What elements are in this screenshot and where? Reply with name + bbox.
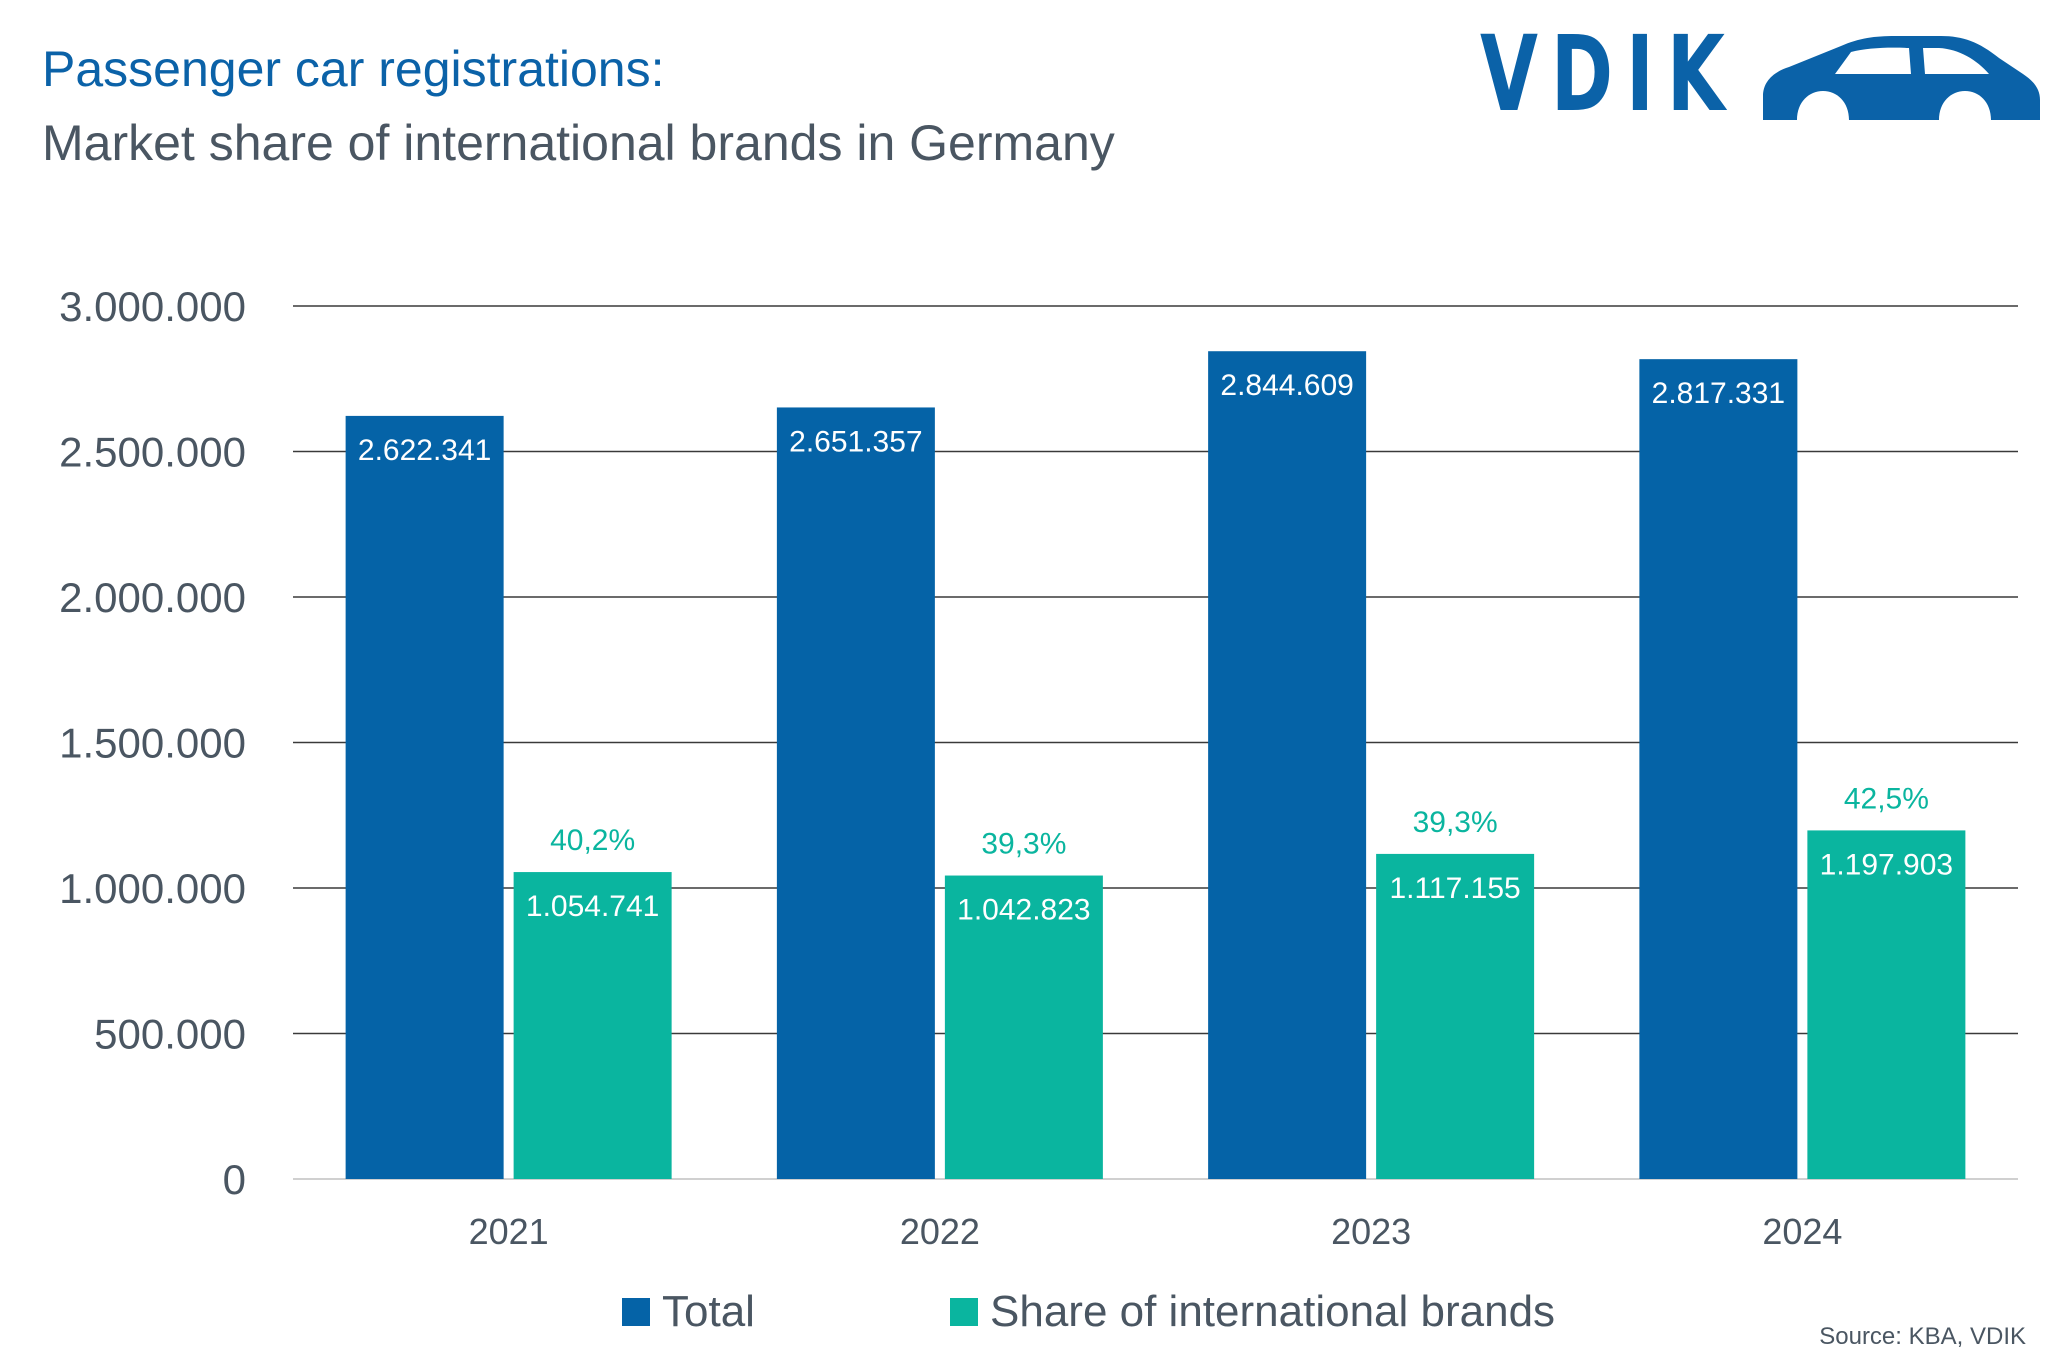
- bar-value-label: 2.844.609: [1220, 369, 1353, 402]
- chart-subtitle: Market share of international brands in …: [42, 115, 1115, 171]
- y-tick-label: 1.000.000: [59, 865, 246, 912]
- percent-label: 39,3%: [981, 828, 1066, 861]
- bar-value-label: 2.651.357: [789, 425, 922, 458]
- y-tick-label: 2.500.000: [59, 429, 246, 476]
- chart-title: Passenger car registrations:: [42, 41, 665, 97]
- y-tick-label: 2.000.000: [59, 574, 246, 621]
- source-note: Source: KBA, VDIK: [1819, 1323, 2026, 1350]
- vdik-logo: VDIK: [1480, 13, 2040, 135]
- bar: [1807, 830, 1966, 1179]
- y-tick-label: 500.000: [94, 1011, 246, 1058]
- legend-label: Share of international brands: [990, 1287, 1555, 1336]
- x-tick-label: 2022: [900, 1211, 980, 1252]
- bar: [944, 875, 1103, 1179]
- bar-value-label: 2.817.331: [1652, 377, 1785, 410]
- x-tick-label: 2024: [1762, 1211, 1842, 1252]
- percent-label: 39,3%: [1413, 806, 1498, 839]
- bar-value-label: 2.622.341: [358, 434, 491, 467]
- legend-swatch: [950, 1298, 978, 1326]
- bar: [1208, 351, 1367, 1180]
- bar: [345, 415, 504, 1179]
- percent-label: 42,5%: [1844, 782, 1929, 815]
- bar: [776, 407, 935, 1180]
- y-tick-label: 0: [223, 1156, 246, 1203]
- bar: [1639, 359, 1798, 1179]
- y-tick-label: 1.500.000: [59, 720, 246, 767]
- bar-value-label: 1.197.903: [1820, 848, 1953, 881]
- bar-value-label: 1.054.741: [526, 890, 659, 923]
- legend-swatch: [622, 1298, 650, 1326]
- car-icon: [1763, 36, 2040, 120]
- x-tick-label: 2021: [469, 1211, 549, 1252]
- legend-label: Total: [662, 1287, 755, 1336]
- bar-value-label: 1.117.155: [1390, 872, 1521, 905]
- percent-label: 40,2%: [550, 824, 635, 857]
- logo-text: VDIK: [1480, 13, 1738, 135]
- y-tick-label: 3.000.000: [59, 283, 246, 330]
- bar-value-label: 1.042.823: [957, 894, 1090, 927]
- x-tick-label: 2023: [1331, 1211, 1411, 1252]
- bar: [1376, 853, 1535, 1179]
- bar: [513, 872, 672, 1179]
